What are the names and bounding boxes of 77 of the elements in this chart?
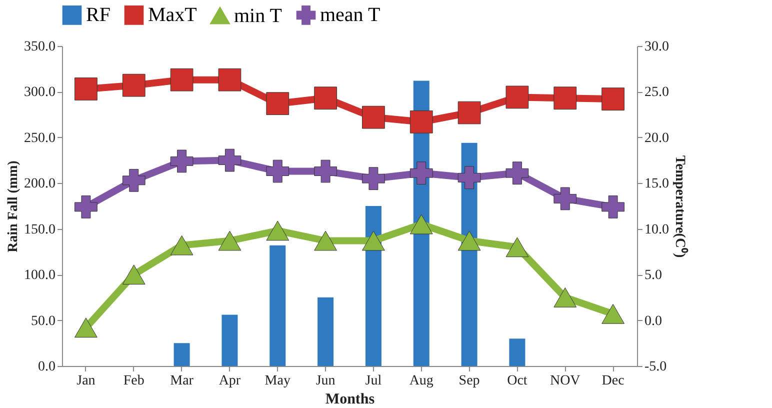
x-axis-title: Months — [325, 392, 375, 408]
y2-tick-label: 25.0 — [644, 85, 669, 100]
bar — [270, 245, 286, 366]
point — [506, 162, 529, 185]
y-tick-label: 250.0 — [24, 130, 56, 146]
y-tick-label: 300.0 — [24, 85, 56, 100]
bar — [222, 314, 238, 366]
point — [362, 167, 385, 190]
x-tick-label: May — [264, 374, 290, 388]
point — [554, 187, 577, 210]
point — [314, 230, 337, 251]
point — [314, 86, 337, 110]
point — [122, 74, 146, 97]
y2-tick-label: 0.0 — [644, 314, 662, 329]
point — [170, 235, 194, 256]
point — [506, 237, 529, 258]
legend-label: min T — [234, 4, 282, 27]
bar — [509, 338, 526, 366]
y2-tick-label: 5.0 — [644, 268, 662, 284]
point — [218, 68, 242, 92]
bar — [365, 206, 382, 366]
y-tick-label: 0.0 — [38, 360, 56, 374]
point — [74, 318, 98, 338]
x-tick-label: Aug — [409, 374, 434, 388]
bar — [174, 343, 190, 366]
point — [506, 86, 529, 109]
x-tick-label: Sep — [458, 374, 480, 388]
point — [554, 287, 577, 308]
point — [602, 304, 624, 324]
x-tick-label: Dec — [602, 374, 624, 388]
legend-label: MaxT — [148, 4, 197, 26]
x-tick-label: Oct — [507, 374, 528, 388]
y2-axis-title: Temperature(C⁰) — [672, 155, 689, 258]
x-tick-label: Apr — [218, 374, 241, 388]
point — [410, 110, 433, 134]
legend-label: RF — [86, 4, 110, 26]
legend-label: mean T — [320, 4, 380, 26]
x-tick-label: Jul — [365, 374, 382, 388]
point — [458, 166, 481, 190]
y-tick-label: 200.0 — [24, 176, 56, 192]
point — [362, 106, 385, 129]
point — [266, 92, 290, 116]
point — [218, 148, 242, 172]
point — [458, 101, 481, 124]
x-tick-label: Jun — [316, 374, 336, 388]
y-tick-label: 150.0 — [24, 222, 56, 238]
x-tick-label: Feb — [123, 374, 144, 388]
y2-tick-label: 30.0 — [644, 40, 669, 54]
y2-tick-label: 20.0 — [644, 130, 669, 146]
point — [602, 88, 624, 110]
point — [410, 214, 433, 234]
y-tick-label: 350.0 — [24, 40, 56, 54]
point — [74, 78, 98, 100]
point — [122, 168, 146, 192]
point — [122, 264, 146, 285]
point — [602, 195, 624, 218]
x-tick-label: Jan — [76, 374, 96, 388]
point — [266, 160, 290, 183]
point — [458, 230, 481, 251]
point — [410, 162, 433, 185]
y-tick-label: 100.0 — [24, 268, 56, 284]
point — [554, 86, 577, 110]
y2-tick-label: 10.0 — [644, 222, 669, 238]
point — [314, 160, 337, 183]
point — [170, 150, 194, 173]
x-tick-label: Mar — [170, 374, 194, 388]
point — [218, 230, 242, 251]
point — [74, 195, 98, 218]
point — [170, 68, 194, 92]
x-tick-label: NOV — [550, 374, 580, 388]
y2-tick-label: 15.0 — [644, 176, 669, 192]
point — [362, 230, 385, 251]
y-tick-label: 50.0 — [31, 314, 56, 329]
y2-tick-label: -5.0 — [644, 360, 667, 374]
bar — [318, 297, 334, 366]
y-axis-title: Rain Fall (mm) — [6, 160, 21, 252]
point — [266, 220, 290, 241]
